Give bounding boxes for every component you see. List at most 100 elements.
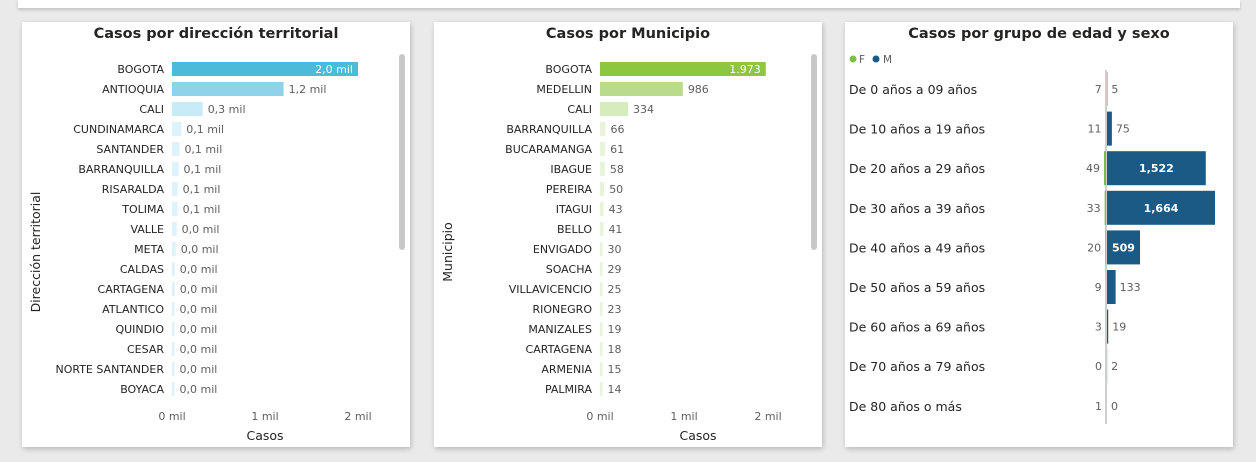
category-label: ATLANTICO	[102, 303, 164, 316]
data-label: 0,3 mil	[208, 103, 246, 116]
bar[interactable]	[600, 82, 683, 96]
category-label: TOLIMA	[121, 203, 164, 216]
bar-female[interactable]	[1105, 230, 1106, 265]
data-label-male: 5	[1111, 83, 1118, 96]
x-tick-label: 0 mil	[158, 410, 185, 423]
bar[interactable]	[172, 262, 175, 276]
data-label: 0,1 mil	[184, 143, 222, 156]
x-tick-label: 2 mil	[344, 410, 371, 423]
bar[interactable]	[600, 62, 766, 76]
bar[interactable]	[172, 222, 177, 236]
data-label: 0,1 mil	[186, 123, 224, 136]
y-axis-title: Dirección territorial	[28, 192, 43, 313]
x-tick-label: 2 mil	[754, 410, 781, 423]
category-label: META	[134, 243, 164, 256]
data-label: 61	[610, 143, 624, 156]
bar[interactable]	[600, 302, 603, 316]
category-label: CALI	[567, 103, 592, 116]
legend-marker-f	[849, 55, 857, 63]
bar[interactable]	[600, 322, 603, 336]
data-label: 0,0 mil	[180, 343, 218, 356]
data-label: 15	[608, 363, 622, 376]
category-label: BARRANQUILLA	[506, 123, 592, 136]
data-label-female: 33	[1087, 202, 1101, 215]
bar[interactable]	[600, 262, 603, 276]
age-group-label: De 70 años a 79 años	[849, 359, 985, 374]
category-label: CARTAGENA	[98, 283, 165, 296]
category-label: MEDELLIN	[536, 83, 592, 96]
category-label: BOGOTA	[117, 63, 164, 76]
bar[interactable]	[600, 242, 603, 256]
x-axis-title: Casos	[679, 428, 716, 443]
bar[interactable]	[172, 382, 175, 396]
age-sex-bar-chart: Casos por grupo de edad y sexo F M De 0 año…	[849, 26, 1215, 424]
category-label: CARTAGENA	[526, 343, 593, 356]
category-label: BELLO	[557, 223, 592, 236]
bar-male[interactable]	[1107, 270, 1116, 304]
bar-female[interactable]	[1104, 190, 1106, 225]
bar[interactable]	[600, 182, 605, 196]
bar[interactable]	[172, 142, 180, 156]
data-label: 0,1 mil	[183, 203, 221, 216]
bar-male[interactable]	[1107, 190, 1215, 225]
bar[interactable]	[172, 302, 175, 316]
bar[interactable]	[600, 282, 603, 296]
bar-male[interactable]	[1107, 230, 1141, 265]
data-label-female: 20	[1087, 241, 1101, 254]
bar[interactable]	[172, 82, 284, 96]
bar[interactable]	[172, 162, 179, 176]
bar[interactable]	[600, 222, 604, 236]
bar-female[interactable]	[1104, 151, 1106, 186]
data-label-female: 3	[1095, 321, 1102, 334]
age-group-label: De 50 años a 59 años	[849, 280, 985, 295]
data-label: 30	[608, 243, 622, 256]
category-label: ENVIGADO	[533, 243, 592, 256]
category-label: CALI	[139, 103, 164, 116]
age-sex-chart-card[interactable]: Casos por grupo de edad y sexo F M De 0 año…	[845, 22, 1233, 447]
bar[interactable]	[172, 242, 176, 256]
bar[interactable]	[172, 202, 178, 216]
category-label: SANTANDER	[96, 143, 164, 156]
data-label: 1,2 mil	[289, 83, 327, 96]
bar[interactable]	[172, 362, 175, 376]
bar[interactable]	[172, 122, 182, 136]
age-group-label: De 0 años a 09 años	[849, 82, 977, 97]
scrollbar-thumb[interactable]	[811, 54, 817, 250]
bar[interactable]	[600, 142, 606, 156]
bar[interactable]	[600, 122, 606, 136]
municipio-bar-chart: Casos por Municipio BOGOTA 1.973 MEDELLIN 98…	[440, 26, 817, 443]
data-label: 19	[608, 323, 622, 336]
bar[interactable]	[600, 102, 629, 116]
category-label: CUNDINAMARCA	[73, 123, 164, 136]
municipio-chart-card[interactable]: Casos por Municipio BOGOTA 1.973 MEDELLIN 98…	[434, 22, 822, 447]
bar[interactable]	[600, 162, 605, 176]
bar-male[interactable]	[1107, 309, 1109, 344]
top-panel-edge	[18, 0, 1240, 8]
bar[interactable]	[600, 382, 603, 396]
bar[interactable]	[172, 322, 175, 336]
category-label: MANIZALES	[528, 323, 592, 336]
bar[interactable]	[172, 182, 178, 196]
bar[interactable]	[600, 342, 603, 356]
bar[interactable]	[172, 62, 358, 76]
x-axis-title: Casos	[246, 428, 283, 443]
bar[interactable]	[172, 342, 175, 356]
category-label: PALMIRA	[545, 383, 593, 396]
data-label: 334	[633, 103, 654, 116]
bar[interactable]	[172, 282, 175, 296]
bar[interactable]	[600, 362, 603, 376]
bar[interactable]	[600, 202, 604, 216]
category-label: CESAR	[127, 343, 164, 356]
age-group-label: De 80 años o más	[849, 399, 962, 414]
data-label: 0,0 mil	[180, 363, 218, 376]
bar-male[interactable]	[1107, 151, 1206, 186]
data-label-female: 11	[1088, 123, 1102, 136]
data-label-male: 133	[1120, 281, 1141, 294]
category-label: NORTE SANTANDER	[55, 363, 164, 376]
data-label: 58	[610, 163, 624, 176]
bar[interactable]	[172, 102, 203, 116]
territorial-chart-card[interactable]: Casos por dirección territorial BOGOTA 2,0…	[22, 22, 410, 447]
bar-male[interactable]	[1107, 111, 1112, 146]
data-label: 66	[611, 123, 625, 136]
scrollbar-thumb[interactable]	[399, 54, 405, 250]
